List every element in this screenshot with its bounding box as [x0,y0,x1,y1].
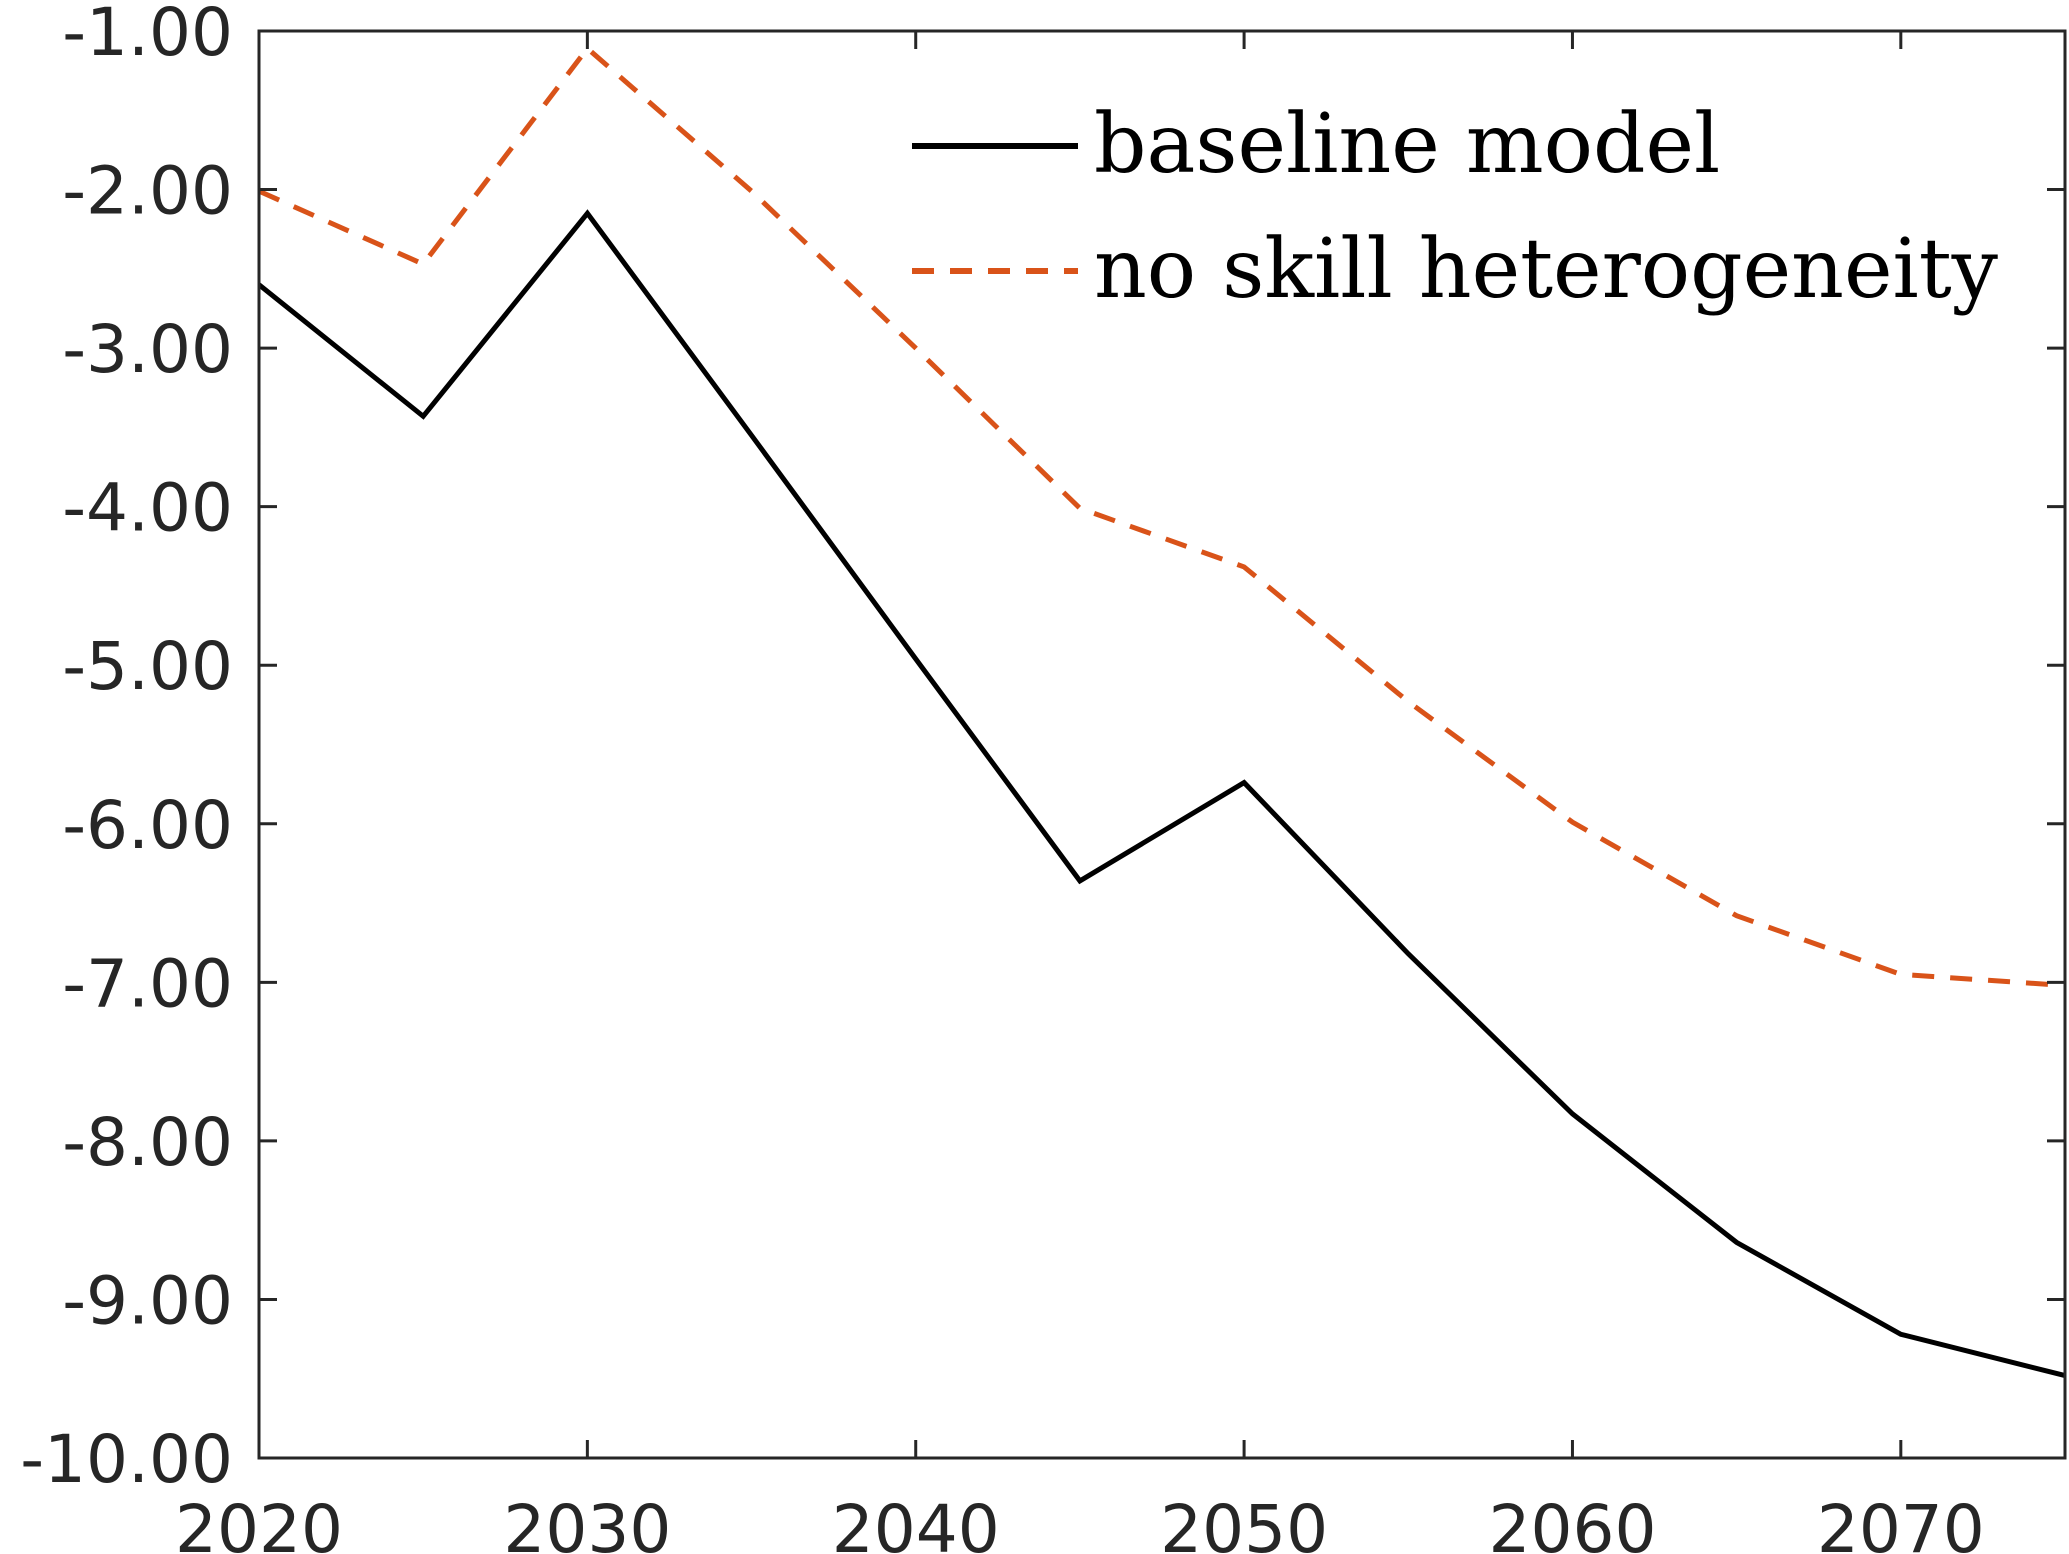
tick-layer: 2020 2030 2040 2050 2060 2070 -1.00 -2.00 -3.00 -… [20,0,2065,1554]
y-tick-label: -2.00 [62,153,233,230]
x-tick-label: 2070 [1817,1491,1985,1554]
y-tick-label: -8.00 [62,1104,233,1181]
y-tick-label: -5.00 [62,628,233,705]
y-tick-label: -9.00 [62,1262,233,1339]
series-layer [257,44,2066,1379]
legend: baseline model no skill heterogeneity [912,97,1999,317]
y-tick-label: -7.00 [62,945,233,1022]
y-tick-label: -4.00 [62,470,233,547]
y-tick-label: -1.00 [62,0,233,71]
x-tick-label: 2040 [832,1491,1000,1554]
legend-label-1: baseline model [1094,97,1720,192]
x-tick-label: 2030 [503,1491,671,1554]
y-tick-label: -10.00 [20,1421,233,1498]
x-tick-label: 2050 [1160,1491,1328,1554]
y-tick-label: -3.00 [62,311,233,388]
series-line-1 [257,209,2066,1379]
x-tick-label: 2060 [1488,1491,1656,1554]
x-tick-label: 2020 [175,1491,343,1554]
y-tick-label: -6.00 [62,787,233,864]
plot-frame [257,29,2067,1460]
legend-label-2: no skill heterogeneity [1094,222,1999,317]
